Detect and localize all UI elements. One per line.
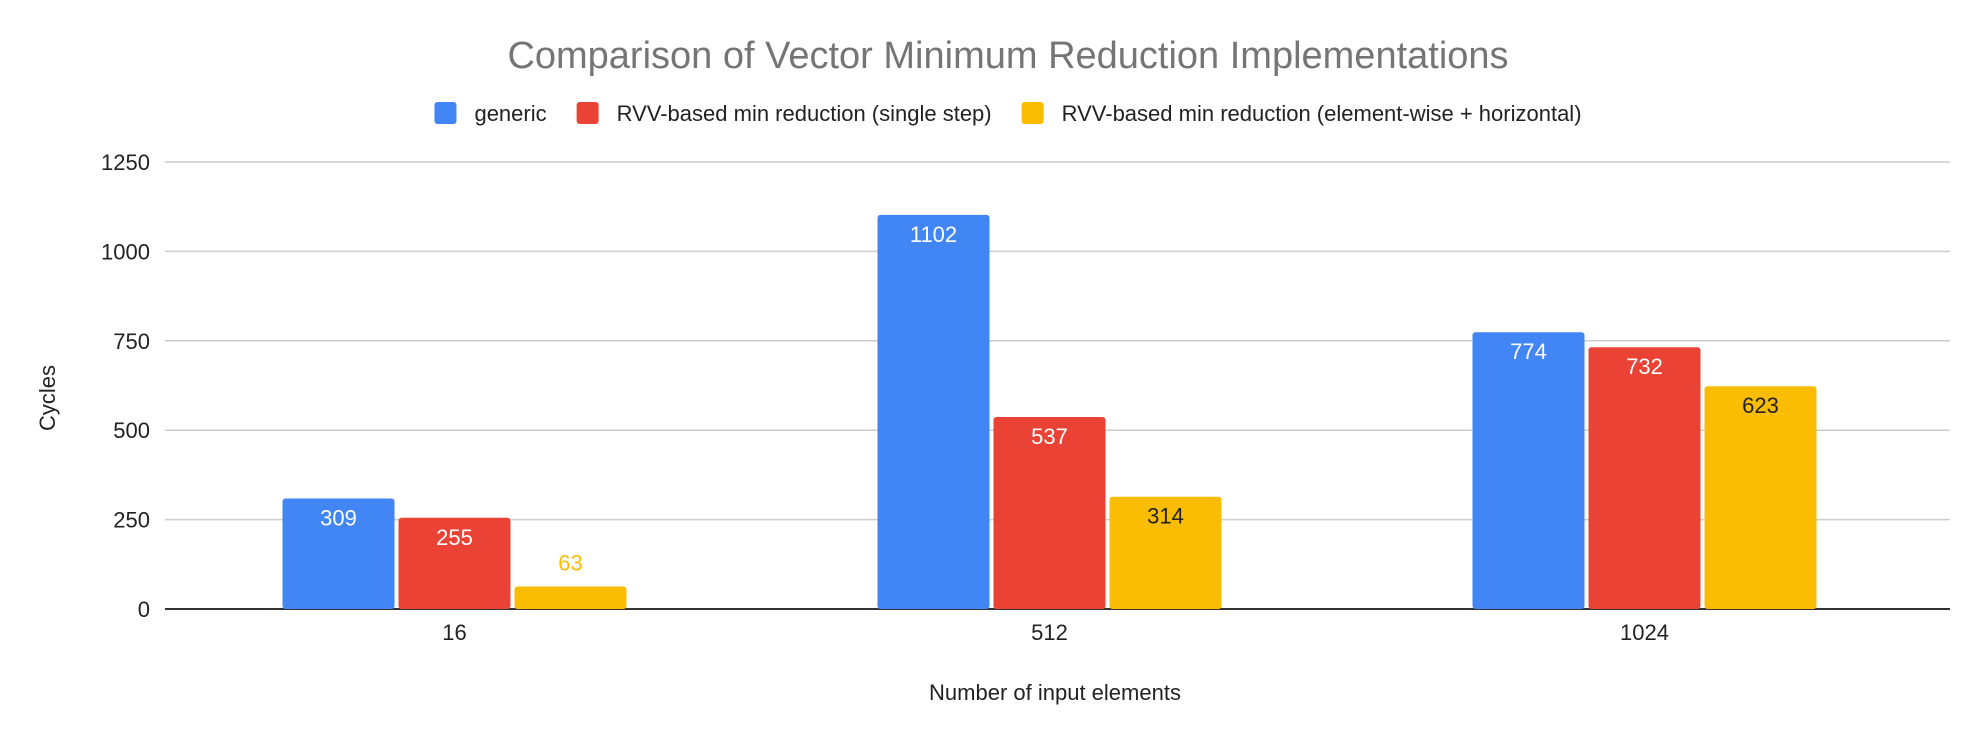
y-tick-label: 1250 (101, 150, 150, 175)
bar (514, 586, 627, 609)
legend-swatch (576, 102, 599, 124)
bar (1704, 386, 1817, 609)
x-tick-label: 512 (1031, 620, 1068, 645)
data-label: 255 (436, 525, 473, 550)
y-tick-label: 250 (113, 508, 150, 533)
data-label: 309 (320, 506, 357, 531)
x-tick-label: 1024 (1620, 620, 1669, 645)
x-axis-label: Number of input elements (929, 680, 1181, 705)
data-label: 63 (558, 550, 582, 575)
y-tick-label: 0 (138, 597, 150, 622)
bar (398, 517, 511, 609)
chart-title: Comparison of Vector Minimum Reduction I… (507, 35, 1508, 77)
bar (1588, 347, 1701, 609)
data-label: 623 (1742, 393, 1779, 418)
y-axis-label: Cycles (35, 365, 60, 431)
legend-label: generic (474, 101, 546, 126)
x-axis-ticks: 16 512 1024 (442, 620, 1669, 645)
y-tick-label: 1000 (101, 239, 150, 264)
bar (1472, 332, 1585, 609)
legend: generic RVV-based min reduction (single s… (434, 101, 1582, 126)
legend-swatch (1021, 102, 1044, 124)
legend-label: RVV-based min reduction (element-wise + … (1062, 101, 1582, 126)
x-tick-label: 16 (442, 620, 466, 645)
legend-swatch (434, 102, 457, 124)
y-tick-label: 500 (113, 418, 150, 443)
data-label: 314 (1147, 504, 1184, 529)
data-label: 774 (1510, 339, 1547, 364)
y-tick-label: 750 (113, 329, 150, 354)
bar (1109, 496, 1222, 609)
y-axis-ticks: 0 250 500 750 1000 1250 (101, 150, 150, 622)
bar (282, 498, 395, 609)
legend-label: RVV-based min reduction (single step) (617, 101, 992, 126)
bar (877, 214, 990, 609)
bar (993, 416, 1106, 609)
data-label: 537 (1031, 424, 1068, 449)
data-label: 1102 (910, 222, 957, 247)
data-label: 732 (1626, 354, 1663, 379)
bars: 309 255 63 1102 537 314 774 732 623 (282, 214, 1817, 609)
